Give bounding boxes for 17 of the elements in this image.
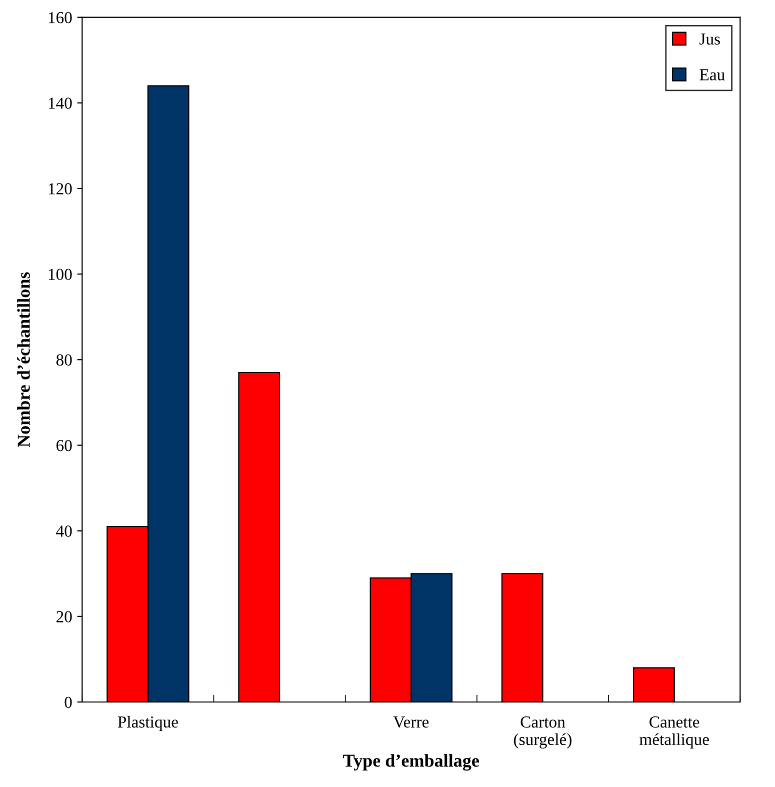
x-tick-label: Plastique (118, 716, 178, 732)
y-tick-label: 20 (56, 611, 72, 622)
legend-label: Jus (700, 34, 720, 45)
y-tick-label: 140 (48, 98, 72, 109)
y-tick-label: 160 (48, 12, 72, 24)
y-tick-label: 120 (48, 183, 72, 194)
legend-label: Eau (700, 69, 725, 80)
y-tick-label: 80 (56, 354, 72, 366)
x-tick-label: Carton (surgelé) (514, 716, 572, 749)
y-tick-label: 0 (64, 696, 72, 708)
x-tick-label: Canette métallique (640, 716, 709, 748)
y-tick-label: 100 (48, 268, 72, 280)
x-tick-label: Verre (393, 716, 429, 728)
x-axis-title: Type d’emballage (343, 754, 479, 771)
y-tick-label: 40 (56, 526, 72, 537)
y-tick-label: 60 (56, 440, 72, 452)
y-axis-title: Nombre d’échantillons (17, 272, 30, 448)
